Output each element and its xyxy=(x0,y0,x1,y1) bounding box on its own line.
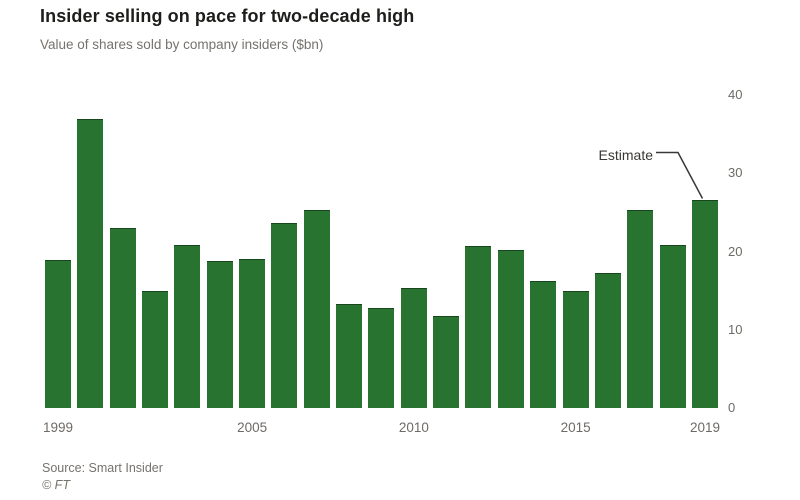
bar-plot-area xyxy=(45,95,718,408)
bar-2015 xyxy=(562,291,589,408)
y-tick-10: 10 xyxy=(728,321,743,337)
bar-2018 xyxy=(659,244,686,408)
x-tick-2010: 2010 xyxy=(398,420,429,435)
y-tick-30: 30 xyxy=(728,165,743,181)
x-tick-2005: 2005 xyxy=(237,420,268,435)
bar-2011 xyxy=(433,315,460,408)
bar-2012 xyxy=(465,246,492,408)
bar-2017 xyxy=(627,210,654,408)
y-tick-0: 0 xyxy=(728,400,736,415)
bar-2010 xyxy=(400,287,427,408)
bar-2004 xyxy=(206,260,233,408)
bar-2000 xyxy=(77,118,104,408)
bar-2016 xyxy=(594,273,621,408)
bar-2013 xyxy=(497,249,524,408)
bar-2008 xyxy=(336,303,363,408)
bar-2019 xyxy=(691,199,718,408)
y-tick-40: 40 xyxy=(728,87,743,102)
chart-title: Insider selling on pace for two-decade h… xyxy=(40,6,415,26)
ft-copyright: © FT xyxy=(42,478,70,492)
bar-2001 xyxy=(109,228,136,408)
bar-1999 xyxy=(45,260,71,408)
source-credit: Source: Smart Insider xyxy=(42,461,163,475)
x-tick-2019: 2019 xyxy=(689,420,721,435)
bar-2002 xyxy=(142,291,169,408)
bar-2006 xyxy=(271,223,298,408)
bar-2014 xyxy=(530,280,557,408)
bar-2005 xyxy=(239,259,266,408)
chart-subtitle: Value of shares sold by company insiders… xyxy=(40,37,324,52)
bar-2009 xyxy=(368,307,395,408)
y-tick-20: 20 xyxy=(728,243,743,259)
bar-2007 xyxy=(303,210,330,408)
x-tick-1999: 1999 xyxy=(42,420,74,435)
bar-2003 xyxy=(174,245,201,408)
x-tick-2015: 2015 xyxy=(560,420,591,435)
estimate-annotation-label: Estimate xyxy=(598,147,653,163)
